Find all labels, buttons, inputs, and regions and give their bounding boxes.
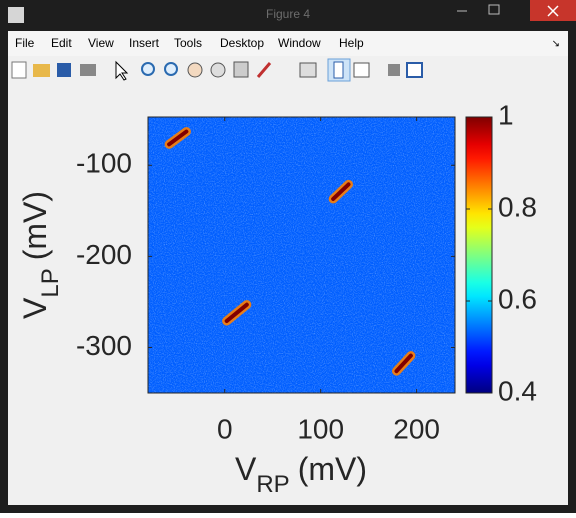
pointer-icon[interactable] <box>115 60 129 81</box>
menu-item[interactable]: Tools <box>174 36 202 50</box>
colorbar-tick-label: 0.4 <box>498 375 537 406</box>
menu-item[interactable]: File <box>15 36 35 50</box>
link-icon[interactable] <box>299 62 317 78</box>
y-label-sub: LP <box>37 268 64 297</box>
brush-icon[interactable] <box>256 62 272 78</box>
y-label-unit: (mV) <box>17 191 53 260</box>
window-border <box>568 31 576 513</box>
hide-tools-icon[interactable] <box>388 64 400 76</box>
maximize-icon[interactable] <box>488 4 500 15</box>
streak <box>331 182 351 201</box>
save-icon[interactable] <box>57 63 71 77</box>
menu-item[interactable]: View <box>88 36 114 50</box>
colorbar-tick-label: 0.8 <box>498 191 537 222</box>
colorbar-tick-label: 1 <box>498 99 514 130</box>
x-tick-label: 100 <box>297 413 344 444</box>
close-icon <box>547 5 559 17</box>
colorbar <box>465 116 493 394</box>
window-border <box>0 505 576 513</box>
streak <box>167 129 189 147</box>
y-label-main: V <box>17 297 53 319</box>
print-icon[interactable] <box>80 64 96 76</box>
menu-item[interactable]: Window <box>278 36 321 50</box>
x-axis-label: VRP (mV) <box>235 451 367 498</box>
streak <box>224 302 249 324</box>
x-label-main: V <box>235 451 257 487</box>
x-label-sub: RP <box>256 471 289 498</box>
menu-item[interactable]: Insert <box>129 36 160 50</box>
axes-box <box>147 116 456 394</box>
toolbar-icons <box>11 58 423 82</box>
colorbar-tick-label: 0.6 <box>498 283 537 314</box>
streak <box>394 353 413 374</box>
menu-bar <box>8 31 568 56</box>
menu-item[interactable]: Edit <box>51 36 72 50</box>
x-label-unit: (mV) <box>298 451 367 487</box>
x-tick-label: 0 <box>217 413 233 444</box>
datacursor-icon[interactable] <box>233 61 249 78</box>
menu-arrow: ↘ <box>552 39 560 50</box>
y-tick-label: -100 <box>76 148 132 179</box>
open-icon[interactable] <box>33 64 50 77</box>
window-title: Figure 4 <box>266 7 310 21</box>
window-border <box>0 31 8 513</box>
menu-item[interactable]: Help <box>339 36 364 50</box>
y-tick-label: -200 <box>76 239 132 270</box>
zoom-in-icon[interactable] <box>141 62 155 76</box>
y-tick-label: -300 <box>76 330 132 361</box>
streaks <box>164 127 416 376</box>
legend-icon[interactable] <box>353 62 370 78</box>
rotate-icon[interactable] <box>210 62 226 78</box>
zoom-out-icon[interactable] <box>164 62 178 76</box>
toolbar <box>8 56 568 84</box>
new-icon[interactable] <box>11 61 27 79</box>
dock-icon[interactable] <box>406 62 423 78</box>
menu-item[interactable]: Desktop <box>220 36 264 50</box>
heatmap-noise <box>148 117 455 393</box>
pan-icon[interactable] <box>187 62 203 78</box>
y-axis-label: VLP (mV) <box>17 191 64 319</box>
x-tick-label: 200 <box>393 413 440 444</box>
colorbar-icon <box>333 61 344 79</box>
app-icon <box>8 7 24 23</box>
